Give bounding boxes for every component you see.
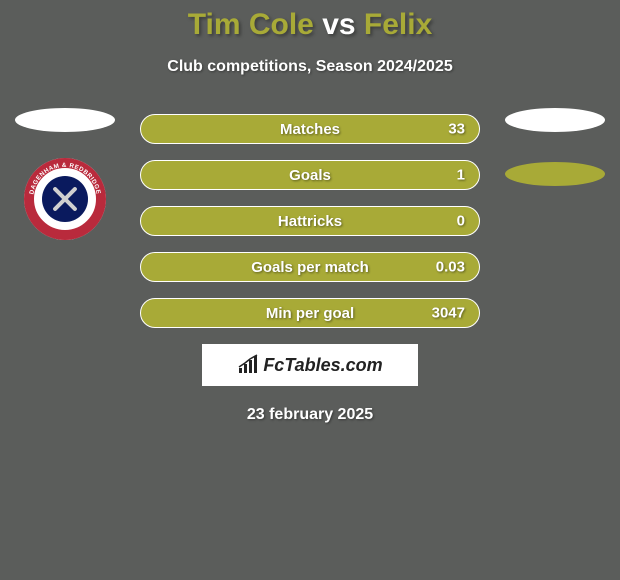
left-placeholder-ellipse: [15, 108, 115, 132]
stat-label: Hattricks: [278, 213, 342, 230]
subtitle: Club competitions, Season 2024/2025: [0, 58, 620, 76]
right-placeholder-ellipse-2: [505, 162, 605, 186]
stat-label: Goals: [289, 167, 331, 184]
stat-value-right: 33: [448, 121, 465, 138]
badge-cross-icon: [50, 184, 80, 214]
content-area: DAGENHAM & REDBRIDGE 1992: [0, 108, 620, 424]
stat-value-right: 0: [457, 213, 465, 230]
badge-inner-circle: [42, 176, 88, 222]
right-player-column: [500, 108, 610, 186]
player2-name: Felix: [364, 8, 432, 41]
comparison-card: Tim Cole vs Felix Club competitions, Sea…: [0, 0, 620, 580]
stat-value-right: 3047: [432, 305, 465, 322]
stat-row-min-per-goal: Min per goal 3047: [140, 298, 480, 328]
stat-label: Matches: [280, 121, 340, 138]
attribution-text: FcTables.com: [263, 355, 382, 376]
left-player-column: DAGENHAM & REDBRIDGE 1992: [10, 108, 120, 240]
stat-row-matches: Matches 33: [140, 114, 480, 144]
stat-row-goals-per-match: Goals per match 0.03: [140, 252, 480, 282]
stat-value-right: 1: [457, 167, 465, 184]
stats-list: Matches 33 Goals 1 Hattricks 0 Goals per…: [140, 108, 480, 328]
stat-label: Min per goal: [266, 305, 354, 322]
stat-row-goals: Goals 1: [140, 160, 480, 190]
player1-name: Tim Cole: [188, 8, 314, 41]
stat-label: Goals per match: [251, 259, 369, 276]
left-club-badge: DAGENHAM & REDBRIDGE 1992: [24, 158, 106, 240]
bar-chart-icon: [237, 354, 259, 376]
attribution-logo: FcTables.com: [202, 344, 418, 386]
stat-value-right: 0.03: [436, 259, 465, 276]
right-placeholder-ellipse-1: [505, 108, 605, 132]
stat-row-hattricks: Hattricks 0: [140, 206, 480, 236]
vs-text: vs: [322, 8, 355, 41]
date-text: 23 february 2025: [0, 406, 620, 424]
page-title: Tim Cole vs Felix: [0, 0, 620, 42]
